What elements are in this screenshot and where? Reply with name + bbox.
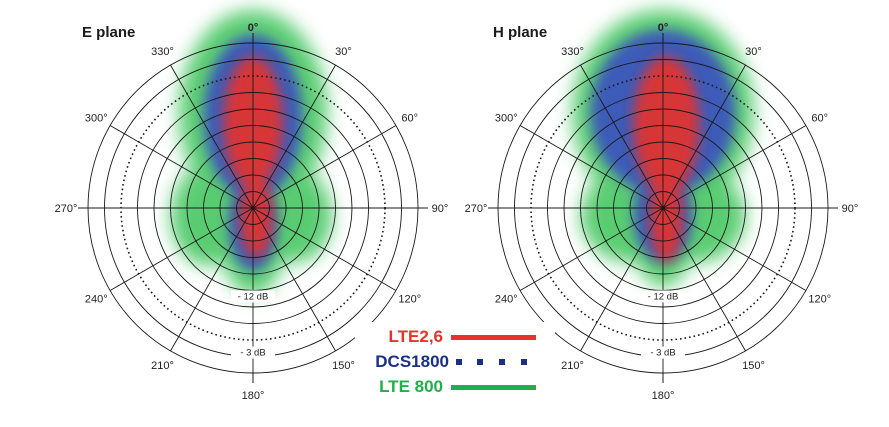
h-plane-angle-label: 300° (495, 113, 518, 125)
e-plane-angle-label: 300° (85, 113, 108, 125)
e-plane-angle-label: 90° (432, 203, 449, 215)
e-plane-angle-label: 330° (151, 46, 174, 58)
e-plane-grid-spoke (170, 64, 254, 209)
h-plane-angle-label: 120° (808, 294, 831, 306)
e-plane-grid-spoke (252, 207, 397, 291)
e-plane-db-labels: - 3 dB - 12 dB (231, 290, 275, 359)
h-plane-angle-label: 60° (811, 113, 828, 125)
h-plane-grid-spoke (662, 64, 746, 209)
h-plane-grid-spoke (662, 125, 807, 209)
h-plane-angle-label: 30° (745, 46, 762, 58)
e-plane-angle-label: 180° (242, 390, 265, 402)
e-plane-angle-label: 60° (401, 113, 418, 125)
h-plane-db-label-bg (641, 290, 685, 303)
legend-label-dcs1800: DCS1800 (375, 352, 449, 371)
legend-label-lte26: LTE2,6 (389, 327, 443, 346)
e-plane-db-label-bg (231, 290, 275, 303)
e-plane-db-label-bg (231, 346, 275, 359)
h-plane-angle-labels: 0° 30° 60° 90° 120° 150° 180° 210° 240° 270° 300° 3… (465, 22, 859, 402)
h-plane-angle-label: 240° (495, 294, 518, 306)
e-plane-angle-label: 240° (85, 294, 108, 306)
h-plane-grid-spoke (580, 207, 664, 352)
e-plane-angle-label: 0° (248, 22, 259, 34)
h-plane-db-label-bg (641, 346, 685, 359)
e-plane-angle-label: 150° (332, 360, 355, 372)
h-plane-title: H plane (493, 24, 547, 41)
e-plane-angle-labels: 0° 30° 60° 90° 120° 150° 180° 210° 240° 270° 300° 3… (55, 22, 449, 402)
e-plane-db-label: - 12 dB (238, 291, 269, 302)
h-plane-db-label: - 12 dB (648, 291, 679, 302)
h-plane-angle-label: 210° (561, 360, 584, 372)
e-plane-angle-label: 30° (335, 46, 352, 58)
h-plane-angle-label: 330° (561, 46, 584, 58)
legend-item-lte26: LTE2,6 (389, 327, 536, 346)
e-plane-grid-spoke (252, 64, 336, 209)
legend-line-dcs1800 (456, 359, 527, 365)
h-plane-angle-label: 270° (465, 203, 488, 215)
h-plane-grid-spoke (580, 64, 664, 209)
h-plane-grid-spoke (519, 125, 664, 209)
e-plane-grid-spoke (170, 207, 254, 352)
e-plane-grid-spoke (109, 125, 254, 209)
e-plane-angle-label: 210° (151, 360, 174, 372)
legend-item-dcs1800: DCS1800 (375, 352, 527, 371)
e-plane-db-label: - 3 dB (240, 348, 265, 359)
legend-item-lte800: LTE 800 (379, 377, 536, 396)
h-plane-grid-spoke (662, 207, 807, 291)
h-plane-angle-label: 90° (842, 203, 859, 215)
legend-line-lte26 (451, 335, 536, 340)
e-plane-grid-spoke (252, 207, 336, 352)
h-plane-angle-label: 180° (652, 390, 675, 402)
h-plane-angle-label: 0° (658, 22, 669, 34)
e-plane-grid-spoke (252, 125, 397, 209)
h-plane-angle-label: 150° (742, 360, 765, 372)
e-plane-polar-plot: 0° 30° 60° 90° 120° 150° 180° 210° 240° 270° 300° 3… (55, 10, 449, 402)
h-plane-db-label: - 3 dB (650, 348, 675, 359)
e-plane-polar-grid (78, 33, 428, 383)
e-plane-title: E plane (82, 24, 135, 41)
e-plane-angle-label: 270° (55, 203, 78, 215)
legend-label-lte800: LTE 800 (379, 377, 443, 396)
h-plane-db-labels: - 3 dB - 12 dB (641, 290, 685, 359)
h-plane-polar-grid (488, 33, 838, 383)
e-plane-grid-spoke (109, 207, 254, 291)
legend: LTE2,6 DCS1800 LTE 800 (355, 322, 555, 404)
legend-line-lte800 (451, 385, 536, 390)
e-plane-angle-label: 120° (398, 294, 421, 306)
h-plane-polar-plot: 0° 30° 60° 90° 120° 150° 180° 210° 240° 270° 300° 3… (465, 10, 859, 402)
h-plane-grid-spoke (662, 207, 746, 352)
h-plane-grid-spoke (519, 207, 664, 291)
